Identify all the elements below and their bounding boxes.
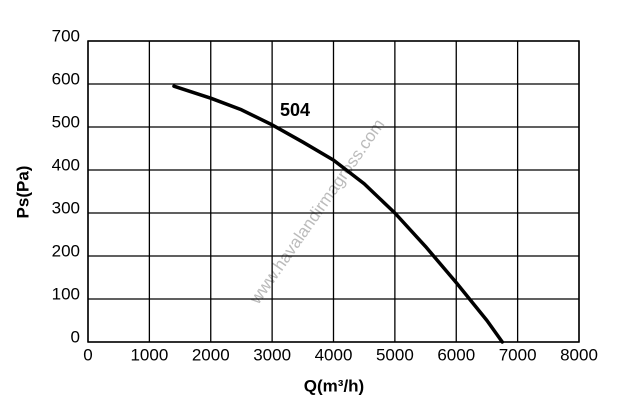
y-tick-label: 100 — [52, 284, 80, 303]
x-tick-label: 6000 — [437, 345, 475, 364]
x-tick-label: 1000 — [130, 345, 168, 364]
y-tick-label: 500 — [52, 112, 80, 131]
curve — [172, 84, 505, 344]
y-tick-label: 0 — [71, 327, 80, 346]
x-tick-label: 3000 — [253, 345, 291, 364]
y-tick-label: 200 — [52, 241, 80, 260]
y-tick-label: 300 — [52, 198, 80, 217]
x-tick-label: 2000 — [192, 345, 230, 364]
y-tick-label: 600 — [52, 69, 80, 88]
x-tick-label: 5000 — [376, 345, 414, 364]
x-tick-label: 4000 — [315, 345, 353, 364]
x-axis-title: Q(m³/h) — [304, 376, 364, 395]
y-axis-title: Ps(Pa) — [13, 166, 32, 219]
y-tick-label: 400 — [52, 155, 80, 174]
plot-frame — [87, 40, 580, 343]
x-tick-label: 0 — [83, 345, 92, 364]
y-tick-label: 700 — [52, 26, 80, 45]
watermark: www.havalandirmagross.com — [245, 115, 388, 308]
curve-label: 504 — [280, 100, 310, 120]
x-tick-label: 8000 — [560, 345, 598, 364]
x-tick-label: 7000 — [499, 345, 537, 364]
